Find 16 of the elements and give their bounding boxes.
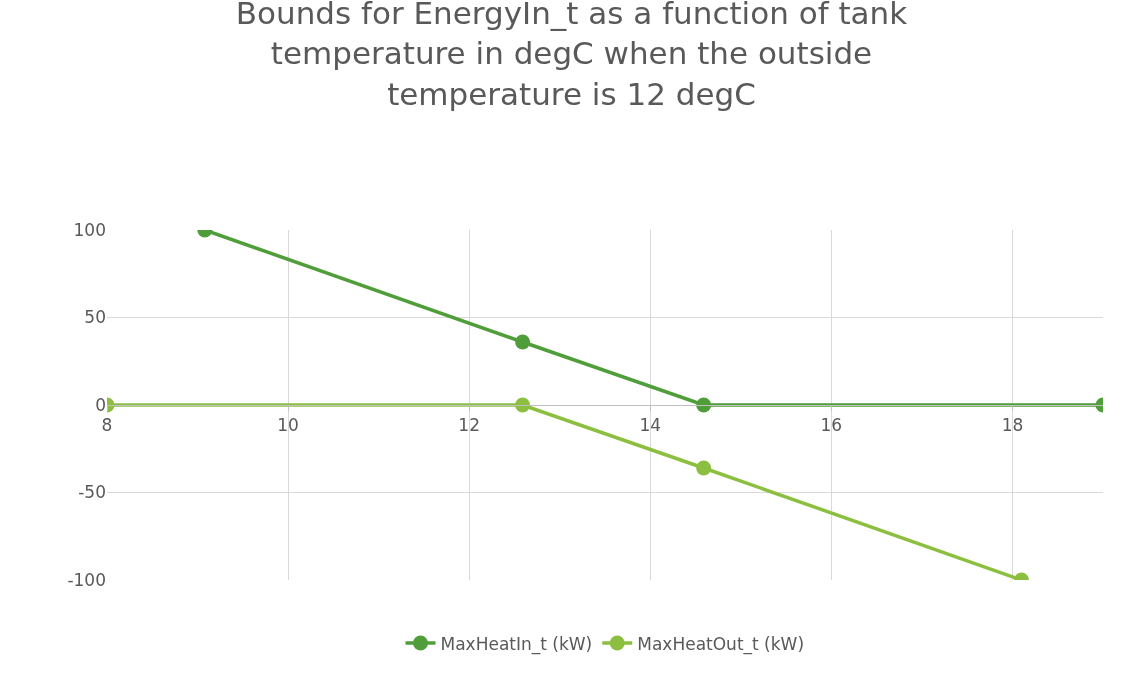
y-tick-label: 50 [84, 307, 106, 328]
x-tick-label: 12 [458, 415, 480, 436]
chart-title: Bounds for EnergyIn_t as a function of tank temperature in degC when the outside temperature is 12 degC [235, 0, 908, 112]
y-tick-label: -50 [78, 482, 106, 503]
y-tick-label: 0 [95, 394, 106, 415]
y-tick-label: 100 [73, 219, 106, 240]
y-tick-label: -100 [67, 569, 106, 590]
x-tick-label: 18 [1001, 415, 1024, 436]
x-tick-label: 10 [277, 415, 299, 436]
x-tick-label: 16 [820, 415, 843, 436]
point [515, 334, 531, 350]
x-tick-label: 14 [639, 415, 662, 436]
x-tick-label: 8 [101, 415, 113, 436]
point [696, 460, 712, 476]
legend-label: MaxHeatIn_t (kW) [440, 633, 593, 655]
legend-label: MaxHeatOut_t (kW) [637, 633, 805, 655]
